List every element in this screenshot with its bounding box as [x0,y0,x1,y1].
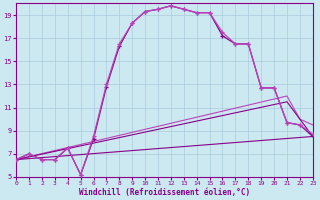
X-axis label: Windchill (Refroidissement éolien,°C): Windchill (Refroidissement éolien,°C) [79,188,250,197]
